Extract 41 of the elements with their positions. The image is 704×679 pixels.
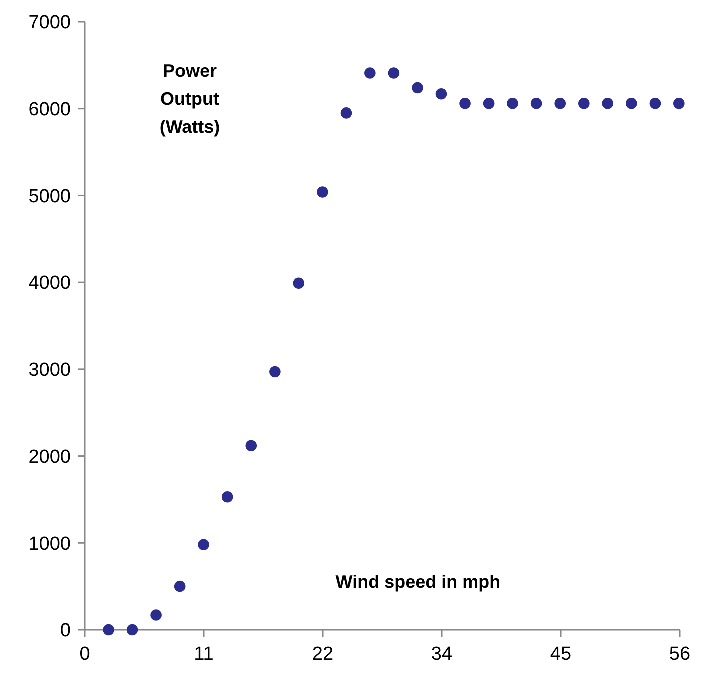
point <box>293 278 305 290</box>
point <box>578 98 590 110</box>
point <box>270 366 281 378</box>
point <box>412 82 424 94</box>
x-tick-label: 45 <box>550 644 572 665</box>
point <box>436 88 448 100</box>
x-tick-label: 34 <box>431 644 453 665</box>
point <box>174 580 186 592</box>
y-tick-label: 0 <box>60 620 71 642</box>
point <box>507 98 518 110</box>
y-tick-label: 1000 <box>28 534 71 555</box>
point <box>530 98 542 110</box>
point <box>246 440 258 452</box>
point <box>602 98 614 110</box>
point <box>222 491 234 503</box>
y-tick-label: 2000 <box>28 446 71 468</box>
point <box>103 624 114 636</box>
point <box>198 539 210 551</box>
point <box>650 98 662 110</box>
y-tick-label: 4000 <box>28 273 71 294</box>
point <box>126 624 138 636</box>
x-tick-label: 11 <box>194 644 214 665</box>
y-tick-label: 6000 <box>28 100 71 121</box>
point <box>460 98 471 110</box>
x-tick-label: 22 <box>312 644 334 665</box>
y-tick-label: 7000 <box>28 12 71 34</box>
point <box>340 108 352 119</box>
point <box>554 98 566 110</box>
point <box>150 610 162 621</box>
point <box>388 68 400 79</box>
point <box>317 186 328 198</box>
y-axis-title: Power Output (Watts) <box>160 61 220 137</box>
y-tick-label: 3000 <box>28 360 71 382</box>
y-tick-label: 5000 <box>28 186 71 208</box>
point <box>674 98 685 110</box>
point <box>364 68 376 79</box>
x-tick-label: 0 <box>80 644 90 665</box>
x-tick-label: 56 <box>669 644 691 665</box>
point <box>626 98 638 110</box>
point <box>483 98 495 110</box>
x-axis-title: Wind speed in mph <box>336 572 501 592</box>
